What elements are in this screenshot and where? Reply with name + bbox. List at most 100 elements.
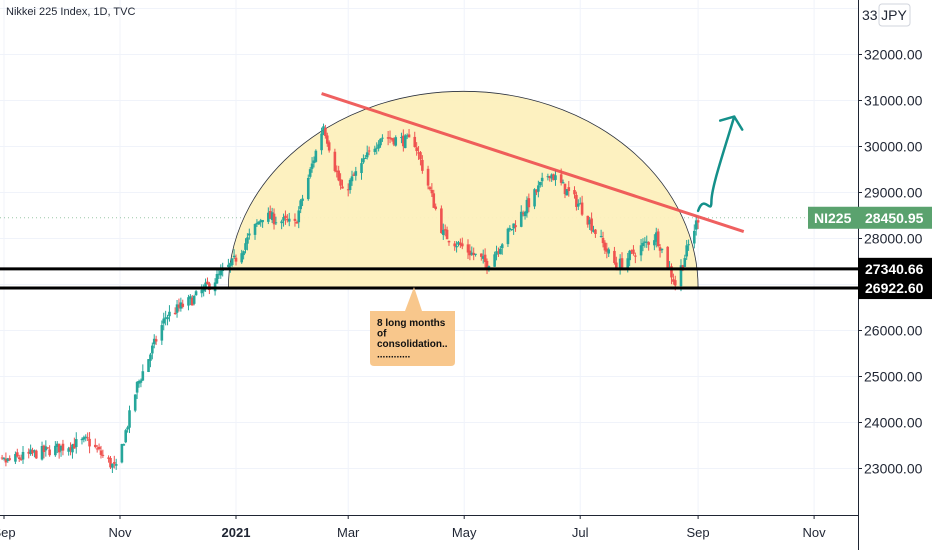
candle-body bbox=[540, 177, 544, 182]
candle-body bbox=[215, 274, 219, 284]
candle-body bbox=[527, 198, 531, 208]
consolidation-note: 8 long monthsofconsolidation............… bbox=[370, 287, 455, 366]
currency-badge[interactable]: JPY bbox=[878, 3, 911, 27]
candle-body bbox=[653, 240, 656, 246]
currency-badge-label: JPY bbox=[881, 7, 907, 23]
candle-body bbox=[500, 244, 504, 249]
candle-body bbox=[270, 212, 274, 221]
candle-body bbox=[525, 199, 529, 214]
candle-body bbox=[0, 457, 4, 459]
candle-body bbox=[599, 236, 603, 238]
candle-body bbox=[578, 203, 582, 205]
level-tag-value: 27340.66 bbox=[865, 261, 924, 277]
candle-body bbox=[415, 147, 418, 152]
candle-body bbox=[114, 464, 118, 466]
candle-body bbox=[82, 437, 86, 440]
candle-body bbox=[634, 255, 637, 257]
candle-body bbox=[360, 163, 363, 174]
forecast-arrow-head bbox=[718, 115, 744, 131]
candle-body bbox=[354, 171, 358, 176]
price-tick-label-top: 33 bbox=[862, 7, 878, 23]
candle-body bbox=[139, 380, 143, 383]
price-tag-value: 28450.95 bbox=[865, 210, 924, 226]
price-tick-label: 29000.00 bbox=[864, 185, 923, 201]
time-tick-label: Sep bbox=[0, 525, 16, 540]
candle-body bbox=[658, 247, 662, 251]
candle-body bbox=[175, 304, 179, 313]
candle-body bbox=[189, 296, 192, 299]
candle-body bbox=[339, 179, 342, 186]
candle-body bbox=[217, 273, 221, 275]
candle-body bbox=[8, 458, 12, 460]
candle-body bbox=[112, 462, 116, 464]
note-line: consolidation.. bbox=[377, 339, 448, 350]
candle-body bbox=[561, 182, 565, 184]
candle-body bbox=[168, 311, 171, 317]
candle-body bbox=[460, 243, 464, 247]
candle-body bbox=[440, 208, 443, 233]
candle-body bbox=[565, 189, 569, 196]
candle-body bbox=[84, 436, 88, 438]
candle-body bbox=[101, 454, 105, 456]
candle-body bbox=[219, 270, 223, 276]
price-tick-label: 28000.00 bbox=[864, 231, 923, 247]
candle-body bbox=[228, 263, 232, 267]
candle-body bbox=[257, 221, 261, 225]
candle-body bbox=[164, 317, 167, 319]
time-tick-label: Nov bbox=[803, 525, 827, 540]
candle-body bbox=[71, 444, 74, 453]
candle-body bbox=[550, 174, 553, 179]
level-tag-value: 26922.60 bbox=[865, 280, 924, 296]
price-axis[interactable]: 33 23000.00 24000.00 25000.00 26000.00 28000.… bbox=[808, 0, 932, 550]
candle-body bbox=[259, 220, 263, 223]
candle-body bbox=[603, 242, 607, 251]
candle-body bbox=[187, 297, 190, 306]
candle-body bbox=[325, 135, 329, 144]
candle-body bbox=[510, 229, 514, 231]
candle-body bbox=[61, 443, 65, 451]
candle-body bbox=[666, 246, 669, 268]
candle-body bbox=[379, 138, 382, 146]
candle-body bbox=[673, 280, 677, 286]
descending-trendline bbox=[321, 92, 745, 234]
candle-body bbox=[552, 174, 555, 181]
candle-body bbox=[14, 454, 17, 462]
note-line: of bbox=[377, 329, 387, 340]
candle-body bbox=[29, 449, 32, 455]
candle-body bbox=[554, 175, 557, 180]
candle-body bbox=[327, 142, 331, 151]
candle-body bbox=[242, 251, 245, 256]
time-axis[interactable]: Sep Nov 2021 Mar May Jul Sep Nov bbox=[0, 515, 858, 550]
candle-body bbox=[607, 249, 611, 254]
candle-body bbox=[17, 457, 21, 460]
candlestick-series bbox=[0, 123, 700, 474]
price-tag-box bbox=[858, 206, 932, 229]
candle-body bbox=[430, 189, 434, 194]
candle-body bbox=[681, 265, 685, 268]
candle-body bbox=[135, 382, 139, 393]
candle-body bbox=[514, 225, 517, 228]
candle-body bbox=[413, 136, 417, 148]
chart-title: Nikkei 225 Index, 1D, TVC bbox=[6, 6, 135, 18]
candle-body bbox=[519, 211, 523, 227]
candle-body bbox=[601, 237, 605, 244]
time-tick-label: Mar bbox=[337, 525, 360, 540]
candle-body bbox=[149, 354, 152, 361]
candle-body bbox=[696, 220, 700, 223]
candle-body bbox=[230, 258, 234, 265]
candle-body bbox=[324, 128, 327, 137]
candle-body bbox=[654, 232, 658, 242]
candle-body bbox=[2, 458, 6, 460]
candle-body bbox=[628, 250, 631, 261]
candle-body bbox=[455, 246, 458, 248]
candle-body bbox=[459, 242, 462, 246]
candle-body bbox=[40, 446, 44, 460]
candle-body bbox=[443, 229, 447, 231]
candle-body bbox=[567, 187, 571, 192]
candle-body bbox=[538, 181, 542, 186]
time-tick-label: Jul bbox=[572, 525, 589, 540]
candle-body bbox=[73, 443, 76, 449]
candle-body bbox=[575, 194, 578, 207]
candle-body bbox=[337, 170, 340, 181]
